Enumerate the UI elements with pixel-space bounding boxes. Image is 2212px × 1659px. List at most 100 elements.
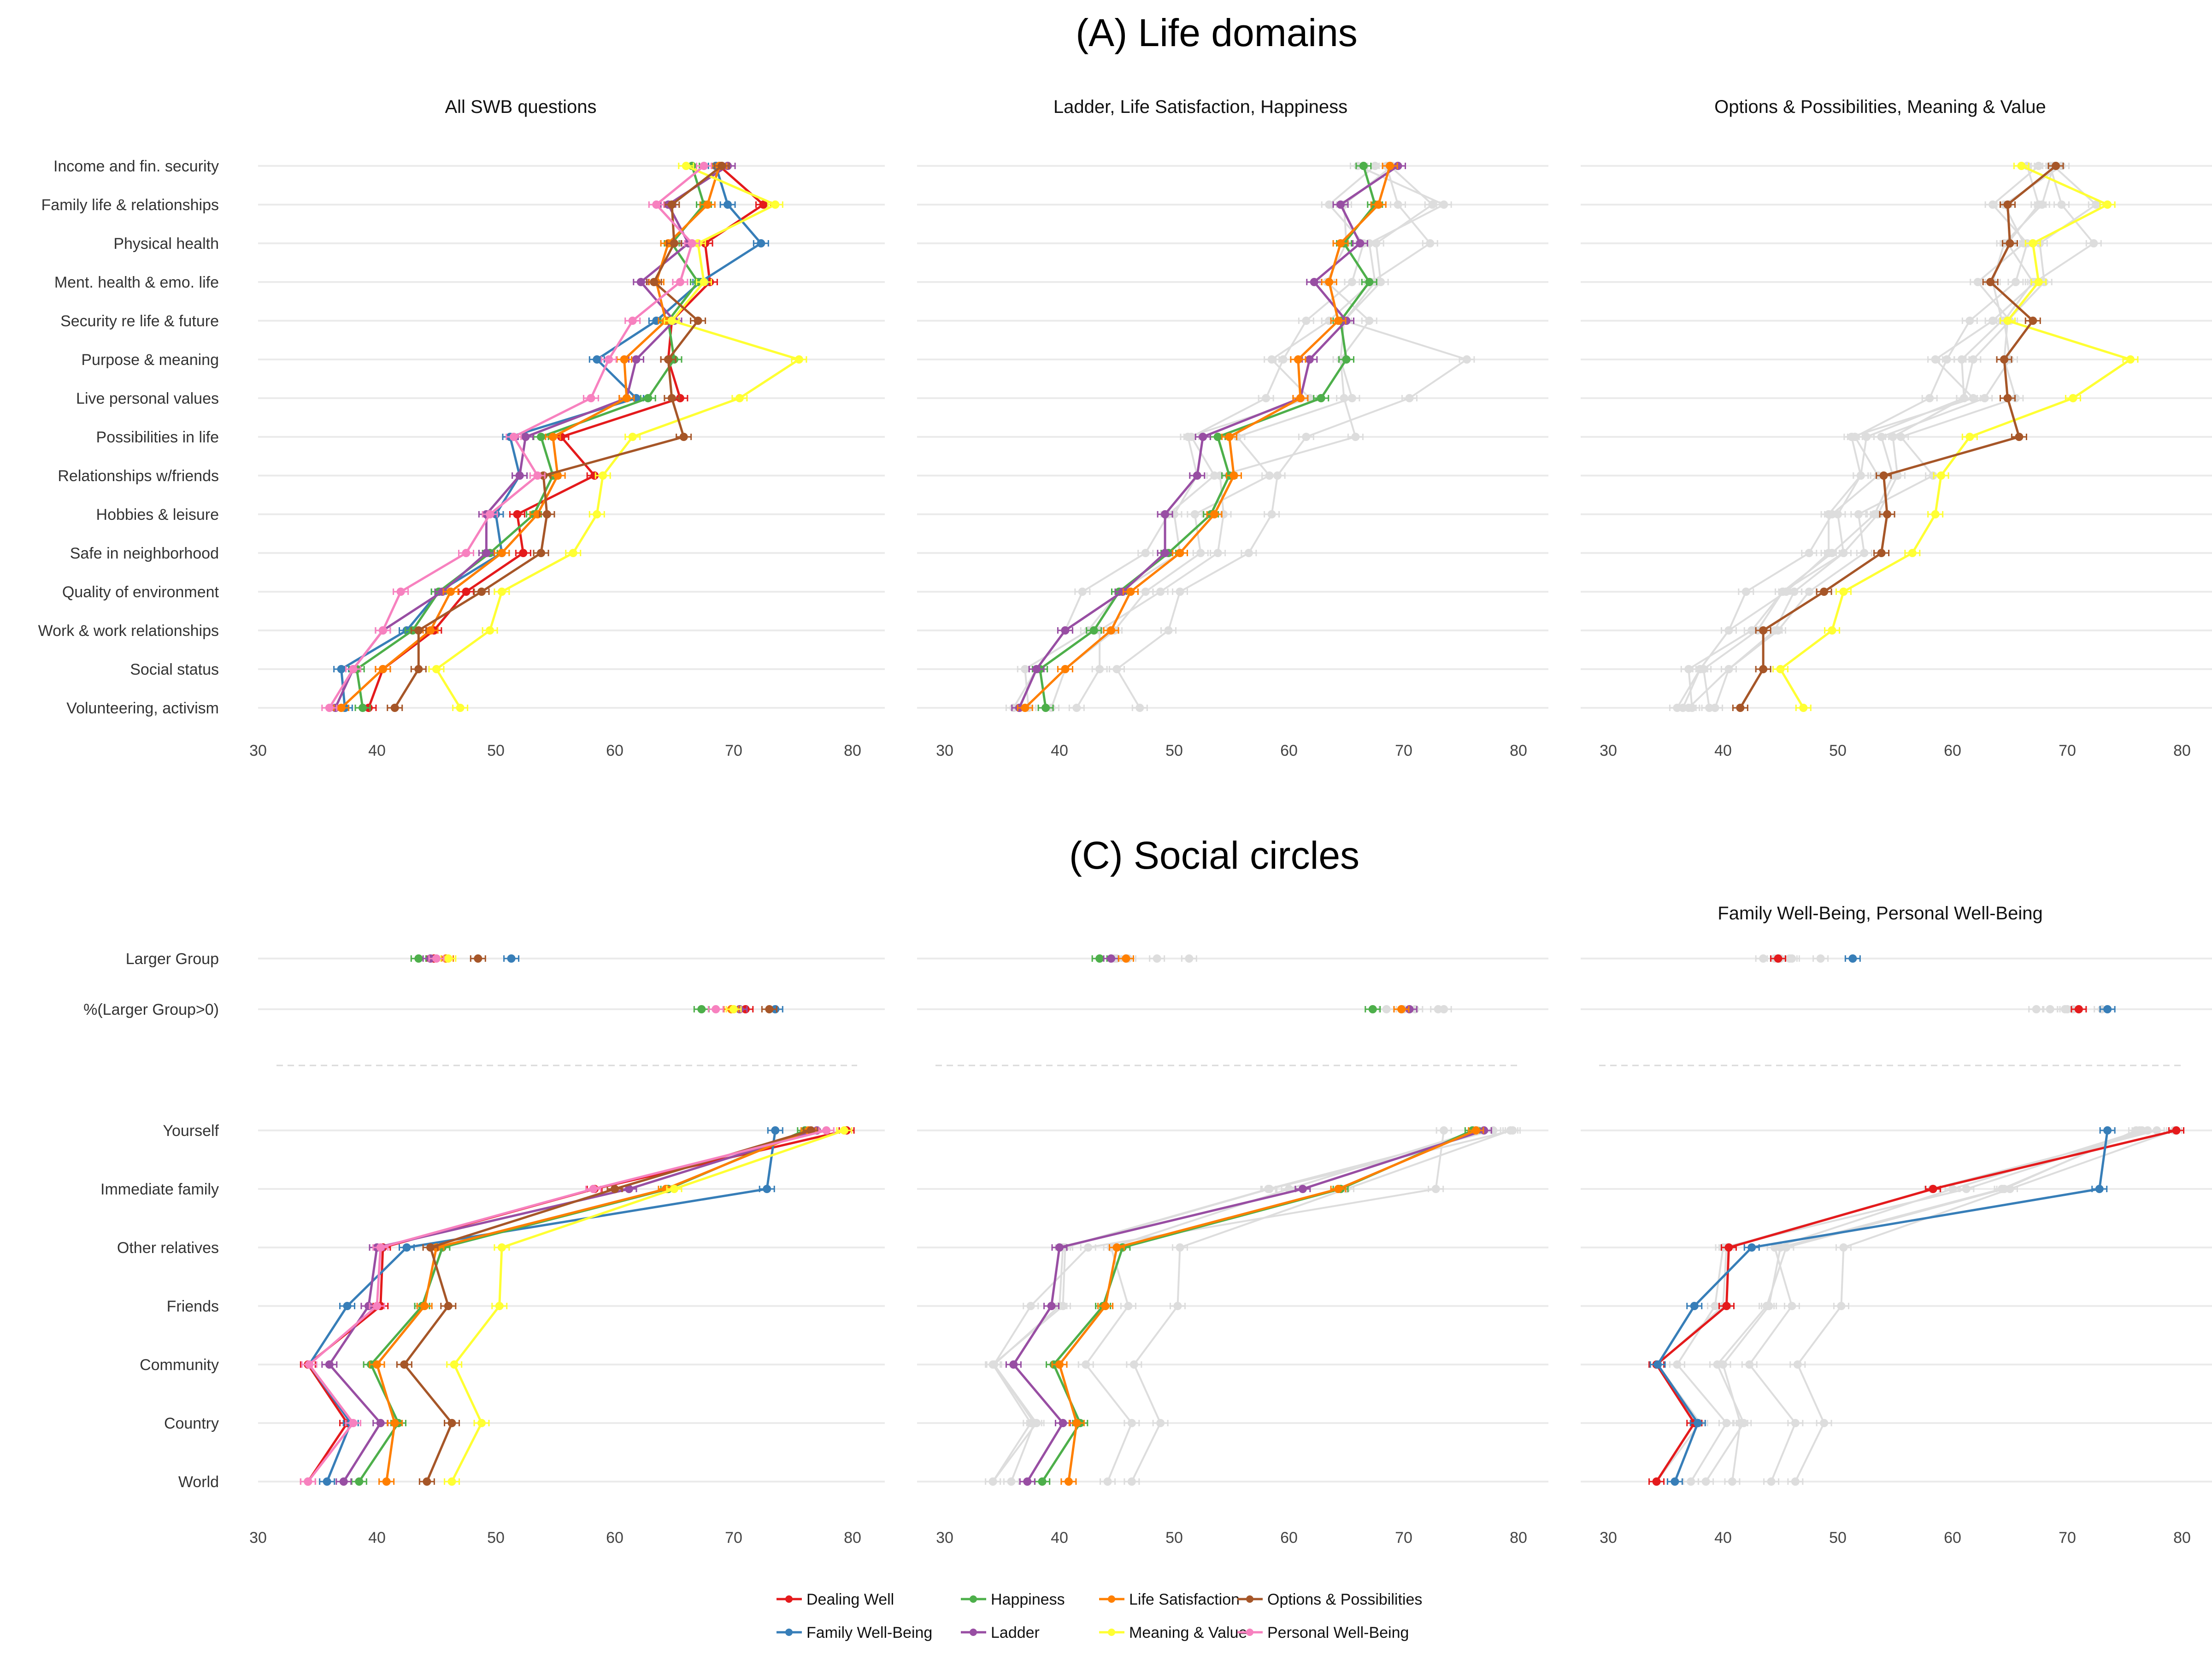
- data-point: [1107, 954, 1116, 963]
- data-point: [2003, 317, 2012, 325]
- y-tick-label: Physical health: [113, 235, 219, 253]
- data-point: [1673, 1360, 1682, 1369]
- data-point: [1828, 510, 1836, 518]
- data-point: [1190, 510, 1199, 518]
- x-tick-label: 80: [2173, 1529, 2191, 1547]
- data-point: [1334, 317, 1343, 325]
- data-point: [1877, 433, 1886, 441]
- x-tick-label: 60: [1280, 742, 1298, 759]
- data-point: [339, 1477, 348, 1486]
- data-point: [1820, 1419, 1829, 1427]
- data-point: [1210, 510, 1219, 518]
- section-title-life-domains: (A) Life domains: [1076, 11, 1358, 54]
- data-point: [343, 1302, 352, 1310]
- data-point: [1471, 1126, 1480, 1135]
- data-point: [447, 1477, 456, 1486]
- x-tick-label: 40: [1051, 742, 1068, 759]
- data-point: [1041, 704, 1050, 712]
- series-personal-well-being: [985, 954, 1501, 1486]
- data-point: [771, 1126, 780, 1135]
- data-point: [1405, 394, 1414, 402]
- data-point: [1302, 433, 1311, 441]
- legend-item-happiness: Happiness: [961, 1591, 1065, 1608]
- x-tick-label: 40: [1714, 742, 1732, 759]
- series-life-satisfaction: [1051, 954, 1484, 1486]
- data-point: [1294, 355, 1302, 364]
- section-title-social-circles: (C) Social circles: [1069, 834, 1359, 877]
- data-point: [1839, 588, 1848, 596]
- data-point: [1336, 239, 1345, 247]
- data-point: [1759, 954, 1768, 963]
- x-tick-label: 60: [606, 742, 624, 759]
- data-point: [1959, 394, 1968, 402]
- data-point: [1365, 278, 1374, 286]
- data-point: [2029, 239, 2037, 247]
- legend-label: Ladder: [991, 1624, 1040, 1641]
- legend-swatch-point: [970, 1595, 977, 1603]
- data-point: [349, 1419, 358, 1427]
- data-point: [396, 588, 405, 596]
- data-point: [628, 433, 637, 441]
- y-tick-label: Quality of environment: [62, 583, 219, 601]
- data-point: [1038, 1477, 1047, 1486]
- x-tick-label: 60: [1280, 1529, 1298, 1547]
- data-point: [794, 355, 803, 364]
- data-point: [1356, 239, 1365, 247]
- x-tick-label: 30: [936, 1529, 953, 1547]
- data-point: [2015, 433, 2024, 441]
- series-ladder: [1005, 954, 1492, 1486]
- data-point: [1788, 1302, 1796, 1310]
- data-point: [667, 317, 676, 325]
- data-point: [1790, 588, 1799, 596]
- legend-item-family-well-being: Family Well-Being: [777, 1624, 932, 1641]
- data-point: [1095, 954, 1104, 963]
- data-point: [667, 394, 676, 402]
- data-point: [1084, 1243, 1093, 1252]
- data-point: [2092, 200, 2100, 209]
- y-tick-label: Possibilities in life: [96, 429, 219, 446]
- data-point: [1929, 1185, 1937, 1193]
- legend: Dealing Well Happiness Life Satisfaction Op…: [777, 1591, 1422, 1641]
- data-point: [1653, 1360, 1662, 1369]
- data-point: [337, 704, 346, 712]
- data-point: [1948, 1185, 1957, 1193]
- data-point: [1862, 433, 1871, 441]
- legend-swatch-point: [1108, 1629, 1115, 1636]
- data-point: [482, 549, 491, 557]
- data-point: [806, 1126, 815, 1135]
- x-tick-label: 30: [249, 742, 267, 759]
- data-point: [1130, 1360, 1138, 1369]
- data-point: [337, 665, 346, 673]
- panel-life_domains-1: 30 40 50 60 70 80 Income and fin. security Fami…: [38, 158, 885, 759]
- data-point: [670, 1185, 678, 1193]
- series-meaning-value: [1772, 162, 2139, 712]
- x-tick-label: 30: [1600, 1529, 1617, 1547]
- data-point: [474, 954, 482, 963]
- data-point: [593, 510, 601, 518]
- data-point: [1107, 626, 1116, 635]
- data-point: [1210, 471, 1219, 480]
- series-meaning-value: [428, 162, 807, 712]
- data-point: [1302, 317, 1311, 325]
- data-point: [1771, 626, 1779, 635]
- data-point: [376, 1419, 385, 1427]
- series-family-well-being: [1649, 954, 2116, 1486]
- legend-item-dealing-well: Dealing Well: [777, 1591, 894, 1608]
- x-tick-label: 40: [1051, 1529, 1068, 1547]
- data-point: [2000, 355, 2009, 364]
- data-point: [1187, 433, 1196, 441]
- data-point: [1724, 1243, 1733, 1252]
- data-point: [1371, 162, 1379, 170]
- x-tick-label: 70: [1395, 742, 1412, 759]
- x-tick-label: 60: [1944, 742, 1961, 759]
- panel-title-family-personal: Family Well-Being, Personal Well-Being: [1718, 903, 2042, 924]
- y-tick-label: Family life & relationships: [41, 196, 219, 214]
- x-tick-label: 60: [1944, 1529, 1961, 1547]
- data-point: [420, 1302, 429, 1310]
- data-point: [390, 1419, 399, 1427]
- data-point: [2057, 200, 2066, 209]
- data-point: [1440, 200, 1448, 209]
- data-point: [1072, 1419, 1081, 1427]
- data-point: [676, 278, 684, 286]
